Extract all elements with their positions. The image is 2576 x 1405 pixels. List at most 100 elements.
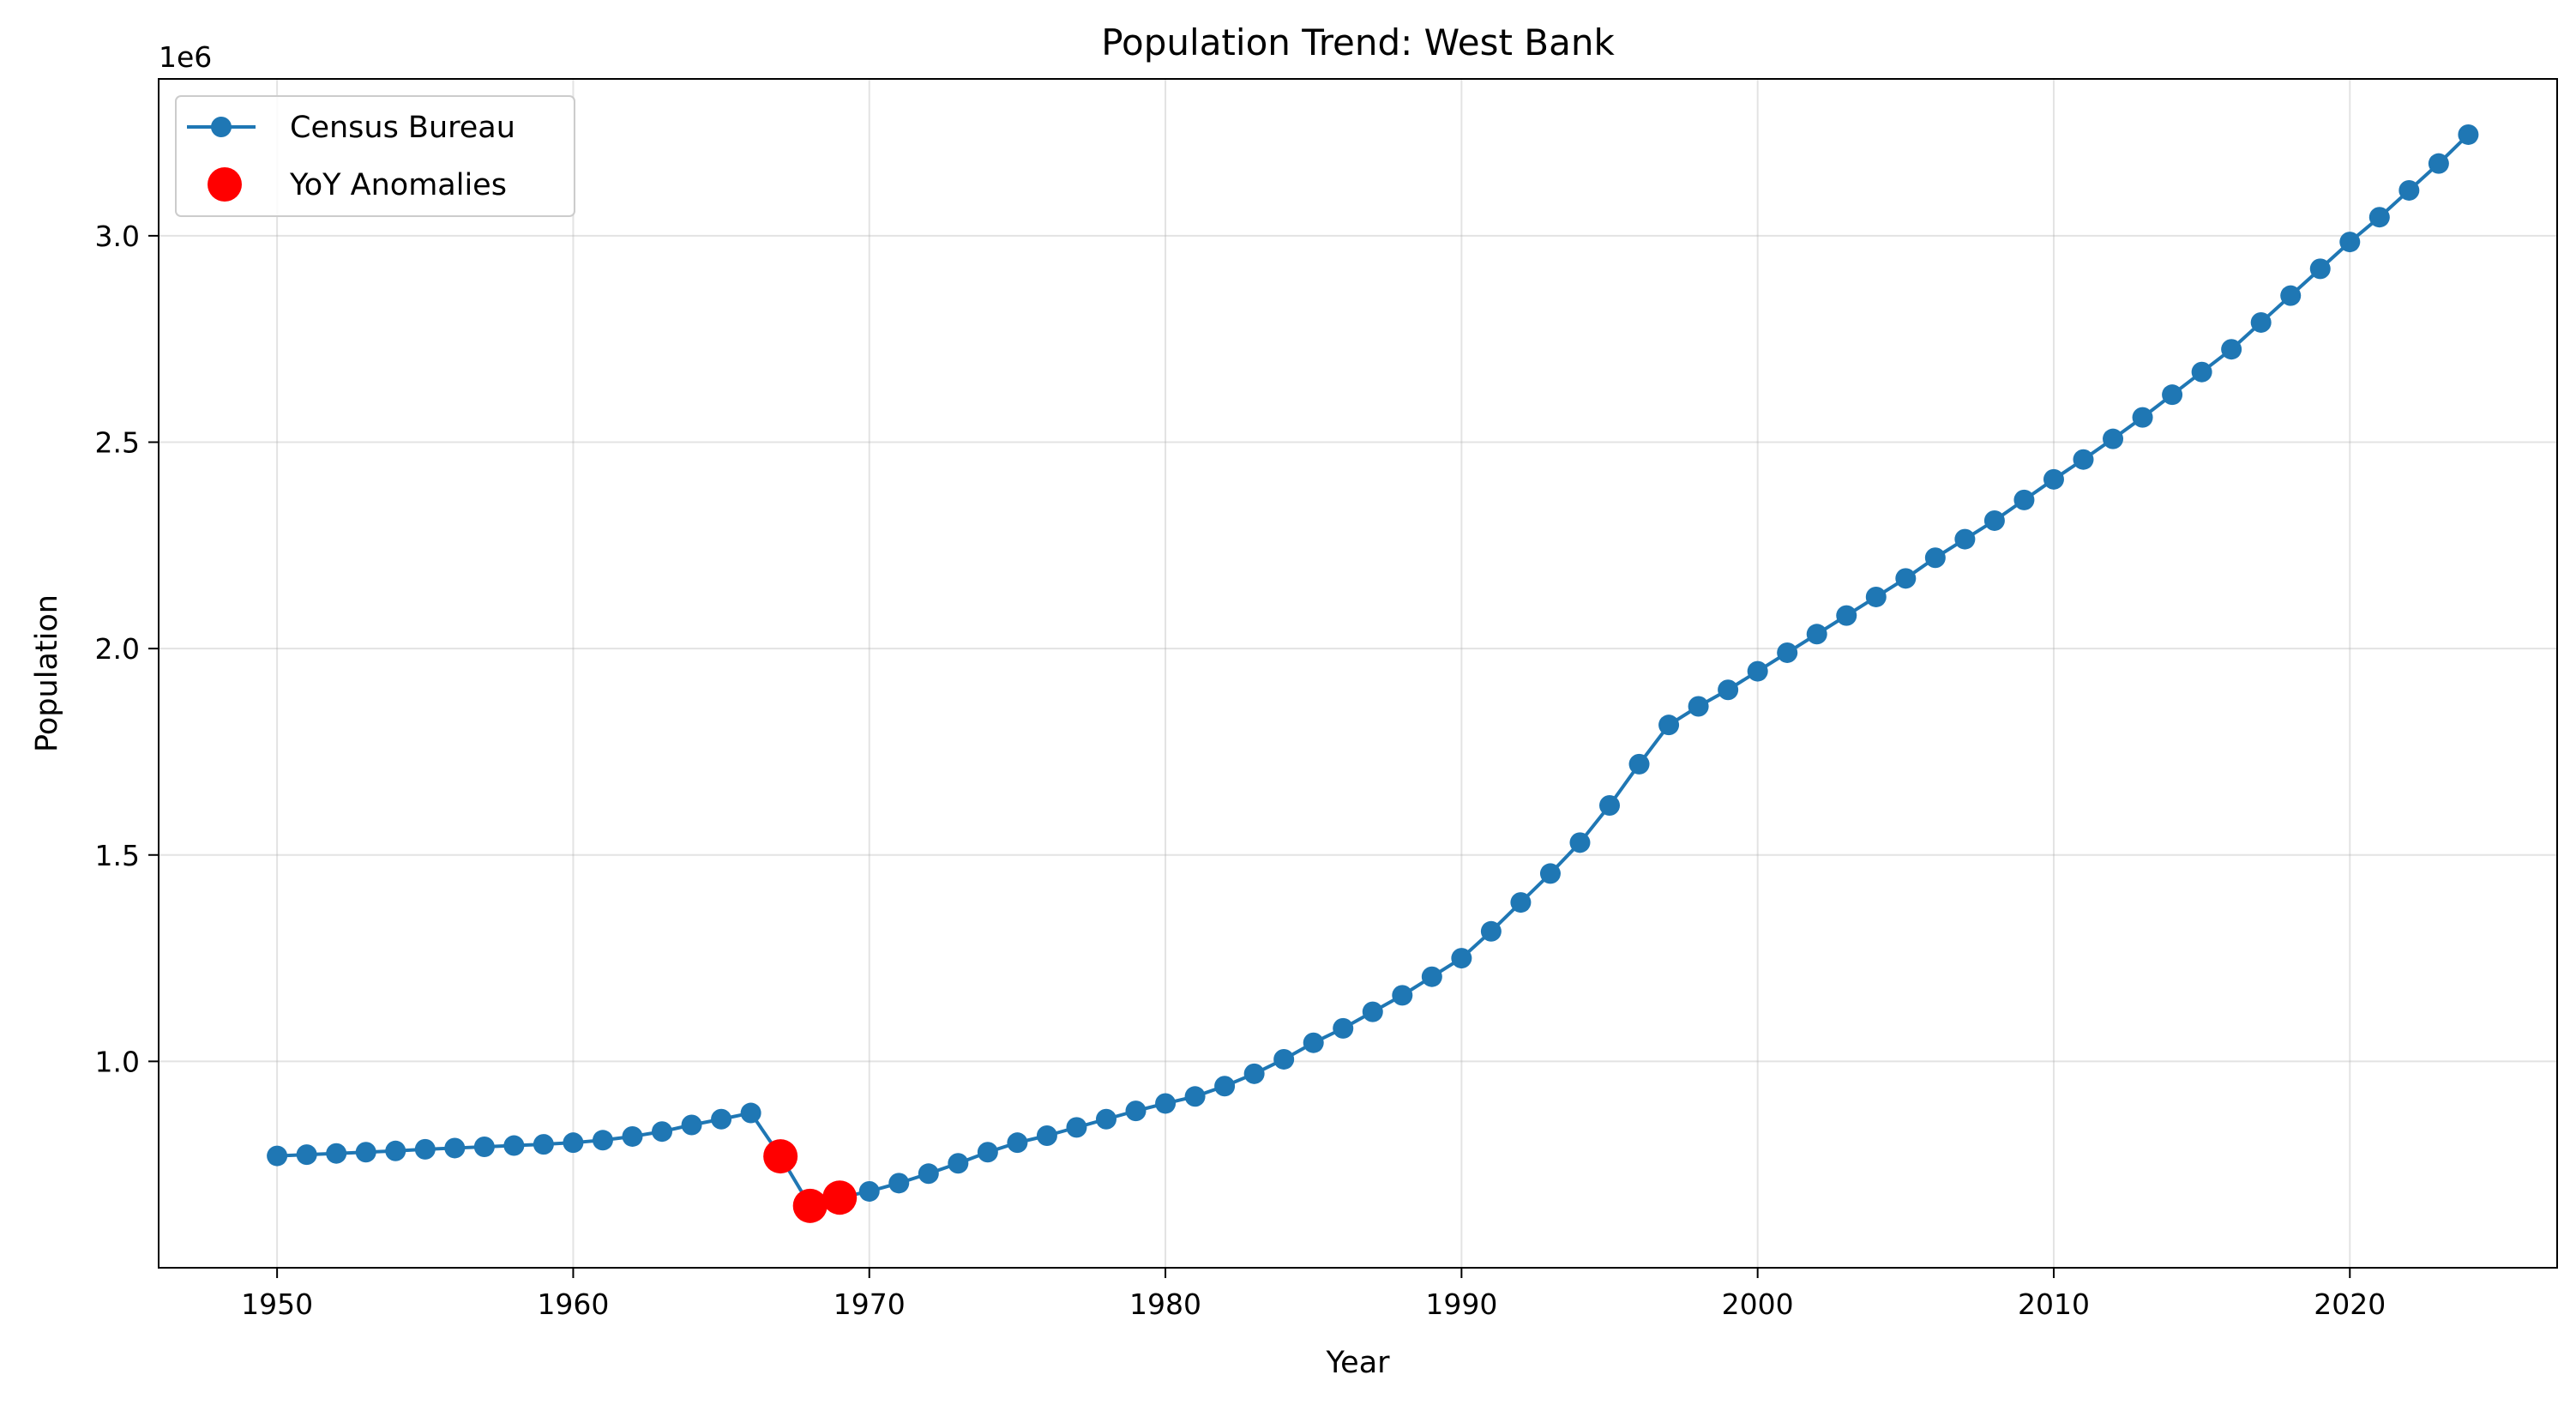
data-point-census-bureau [1333, 1017, 1354, 1039]
data-point-census-bureau [1718, 679, 1739, 701]
data-point-census-bureau [503, 1135, 525, 1156]
y-tick-label: 2.0 [95, 632, 140, 666]
data-point-census-bureau [326, 1143, 347, 1164]
legend-box [175, 95, 575, 217]
data-point-census-bureau [652, 1121, 673, 1143]
data-point-census-bureau [681, 1114, 702, 1136]
data-point-census-bureau [1895, 568, 1917, 589]
data-point-census-bureau [711, 1108, 732, 1130]
legend: Census Bureau YoY Anomalies [175, 95, 575, 217]
data-point-census-bureau [2398, 179, 2420, 201]
x-tick-label: 1970 [834, 1287, 906, 1321]
data-point-census-bureau [296, 1144, 317, 1166]
data-point-census-bureau [1510, 892, 1532, 914]
data-point-census-bureau [1480, 920, 1502, 942]
data-point-anomaly [792, 1188, 828, 1223]
data-point-census-bureau [2191, 361, 2212, 383]
grid-layer [159, 79, 2557, 1268]
data-point-census-bureau [1599, 795, 1621, 816]
data-point-census-bureau [1658, 715, 1680, 736]
data-point-census-bureau [1155, 1093, 1177, 1114]
data-point-census-bureau [2162, 384, 2183, 406]
data-point-census-bureau [1777, 642, 1798, 663]
data-point-census-bureau [1007, 1132, 1028, 1154]
data-point-census-bureau [1983, 510, 2005, 531]
ticks-layer: 1950 1960 1970 1980 1990 2000 2010 2020 1.0 1.5 2.… [95, 220, 2386, 1321]
data-point-census-bureau [1451, 948, 1472, 969]
data-point-census-bureau [2428, 153, 2449, 174]
data-point-census-bureau [473, 1136, 495, 1157]
x-axis-label: Year [1325, 1346, 1390, 1380]
data-point-census-bureau [2339, 232, 2361, 253]
series-line-census-bureau [277, 133, 2470, 1208]
data-point-census-bureau [1924, 547, 1946, 569]
data-point-census-bureau [2013, 489, 2035, 510]
data-point-census-bureau [414, 1138, 436, 1160]
data-point-census-bureau [1095, 1108, 1116, 1130]
data-point-census-bureau [2280, 285, 2302, 306]
data-point-anomaly [822, 1180, 858, 1215]
data-point-census-bureau [1125, 1100, 1147, 1122]
data-point-census-bureau [385, 1140, 406, 1161]
data-point-census-bureau [1806, 624, 1827, 645]
data-point-census-bureau [1273, 1048, 1295, 1070]
data-point-census-bureau [948, 1153, 969, 1174]
x-tick-label: 1980 [1129, 1287, 1201, 1321]
data-point-census-bureau [2368, 207, 2390, 228]
data-point-census-bureau [1688, 696, 1709, 717]
data-point-census-bureau [592, 1130, 613, 1151]
data-point-census-bureau [918, 1163, 939, 1185]
legend-label-census-bureau: Census Bureau [290, 111, 515, 145]
data-point-census-bureau [1628, 753, 1650, 775]
data-point-census-bureau [622, 1125, 643, 1147]
y-tick-label: 2.5 [95, 426, 140, 460]
data-point-census-bureau [533, 1134, 554, 1155]
data-point-census-bureau [2073, 449, 2094, 470]
data-point-census-bureau [1036, 1125, 1057, 1146]
data-point-census-bureau [1243, 1063, 1265, 1084]
data-point-census-bureau [1836, 605, 1857, 626]
y-offset-label: 1e6 [159, 40, 212, 74]
y-tick-label: 1.0 [95, 1045, 140, 1078]
plot-frame [158, 78, 2558, 1269]
data-point-census-bureau [1539, 863, 1561, 884]
data-point-census-bureau [1066, 1117, 1087, 1138]
data-point-census-bureau [1865, 586, 1887, 607]
legend-marker-yoy-anomalies [208, 167, 242, 202]
x-tick-label: 2000 [1722, 1287, 1794, 1321]
legend-label-yoy-anomalies: YoY Anomalies [289, 168, 507, 202]
data-point-census-bureau [977, 1142, 998, 1163]
data-point-census-bureau [1214, 1076, 1236, 1097]
y-tick-label: 3.0 [95, 220, 140, 253]
chart-title: Population Trend: West Bank [1101, 21, 1615, 63]
data-point-census-bureau [355, 1142, 376, 1163]
y-tick-label: 1.5 [95, 839, 140, 872]
data-point-census-bureau [2043, 468, 2064, 490]
x-tick-label: 1990 [1425, 1287, 1497, 1321]
data-point-census-bureau [2309, 258, 2331, 280]
data-point-census-bureau [1421, 966, 1442, 987]
data-point-census-bureau [1954, 528, 1976, 550]
data-point-census-bureau [267, 1145, 288, 1167]
x-tick-label: 1950 [241, 1287, 313, 1321]
data-point-census-bureau [563, 1132, 584, 1154]
data-point-census-bureau [2250, 311, 2272, 333]
data-point-census-bureau [1747, 660, 1768, 682]
x-tick-label: 2010 [2018, 1287, 2090, 1321]
data-point-anomaly [763, 1139, 798, 1174]
data-point-census-bureau [740, 1102, 761, 1124]
data-point-census-bureau [2132, 407, 2153, 428]
data-point-census-bureau [1362, 1001, 1383, 1022]
data-point-census-bureau [858, 1180, 880, 1202]
x-tick-label: 2020 [2314, 1287, 2386, 1321]
legend-marker-census-bureau [211, 117, 232, 137]
data-point-census-bureau [2221, 339, 2242, 360]
data-point-census-bureau [1303, 1032, 1324, 1053]
x-tick-label: 1960 [537, 1287, 609, 1321]
data-point-census-bureau [1569, 832, 1591, 853]
series-layer [267, 124, 2479, 1223]
data-point-census-bureau [1392, 985, 1413, 1006]
y-axis-label: Population [30, 594, 64, 752]
data-point-census-bureau [444, 1137, 466, 1159]
